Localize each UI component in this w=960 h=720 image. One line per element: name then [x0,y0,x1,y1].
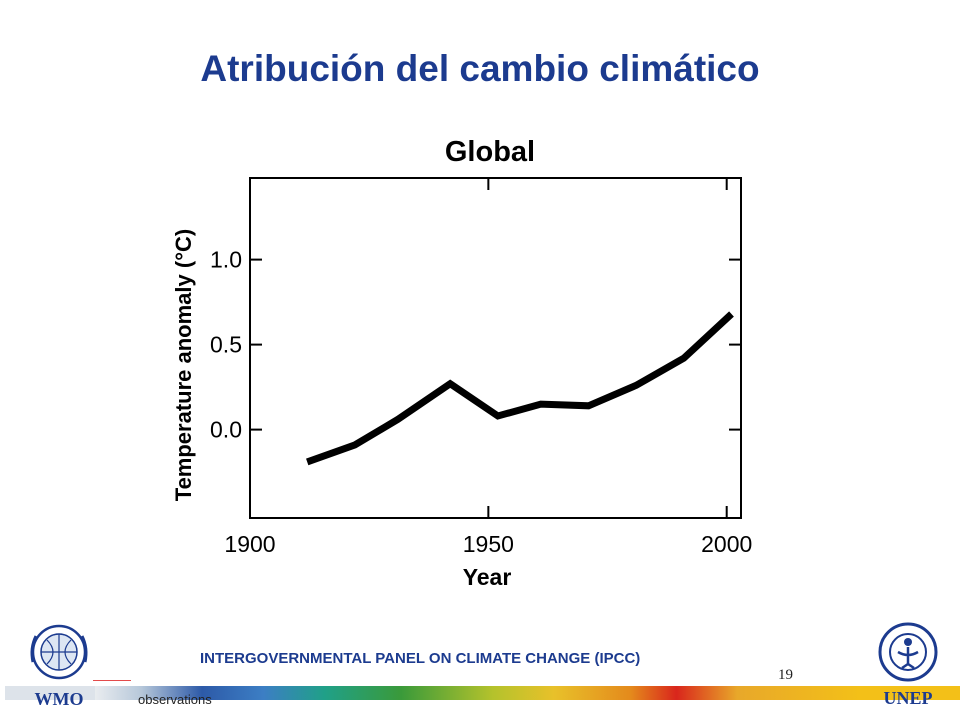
y-tick-label: 0.0 [210,417,242,443]
x-tick-label: 2000 [701,531,752,557]
y-tick-label: 1.0 [210,247,242,273]
x-tick-label: 1950 [463,531,514,557]
plot-frame [249,177,742,519]
y-tick-label: 0.5 [210,332,242,358]
series-line [306,311,734,466]
wmo-logo: WMO [30,624,88,709]
footer-gradient-bar [95,686,860,700]
temperature-anomaly-chart: Global Temperature anomaly (°C) Year 190… [171,136,752,590]
unep-logo-text: UNEP [884,688,933,708]
page-number: 19 [778,667,793,683]
unep-logo: UNEP [878,622,938,708]
divider-line [93,680,131,681]
x-tick-label: 1900 [224,531,275,557]
footer-ipcc: INTERGOVERNMENTAL PANEL ON CLIMATE CHANG… [200,650,641,667]
x-axis-label: Year [463,564,512,590]
wmo-logo-text: WMO [35,689,84,709]
chart-title: Global [445,136,535,168]
partial-caption: observations [138,693,212,707]
y-axis-label: Temperature anomaly (°C) [171,229,196,501]
footer-bar-left [5,686,95,700]
footer-bar-right [860,686,960,700]
slide-title: Atribución del cambio climático [200,48,760,89]
